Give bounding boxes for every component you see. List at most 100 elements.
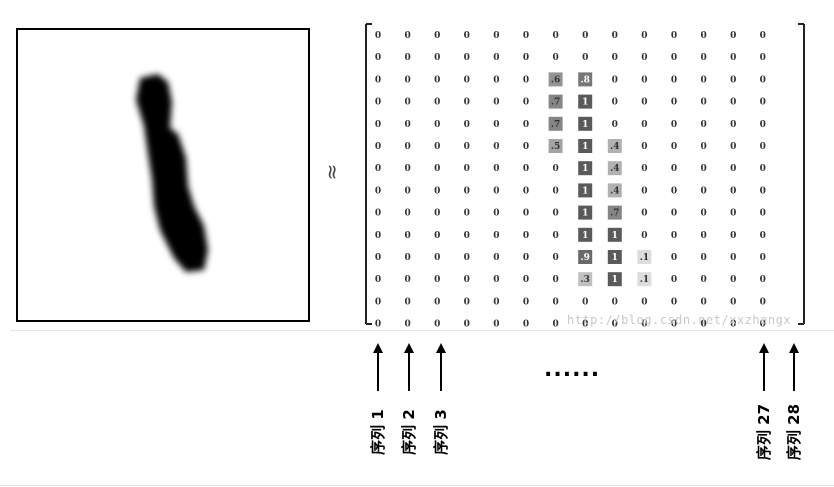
matrix-cell-value: 0 [493, 320, 499, 330]
matrix-cell-value: 0 [700, 142, 706, 152]
matrix-cell-value: 0 [671, 186, 677, 196]
matrix-cell-value: 0 [641, 31, 647, 41]
matrix-cell-value: 0 [612, 98, 618, 108]
matrix-cell-value: 0 [464, 186, 470, 196]
matrix-cell-value: 0 [464, 53, 470, 63]
sequence-label-28: 序列 28 [783, 392, 805, 472]
matrix-cell-value: 0 [375, 75, 381, 85]
matrix-cell-value: 0 [612, 297, 618, 307]
matrix-cell-value: 0 [434, 231, 440, 241]
sequence-label-3: 序列 3 [430, 392, 452, 472]
matrix-cell-value: 0 [760, 75, 766, 85]
matrix-cell-value: 0 [730, 231, 736, 241]
matrix-cell-value: 0 [730, 209, 736, 219]
matrix-cell-value: 0 [434, 209, 440, 219]
matrix-cell-value: 0 [760, 253, 766, 263]
matrix-cell-value: 0 [552, 275, 558, 285]
matrix-cell-value: 0 [464, 164, 470, 174]
matrix-cell-value: 0 [464, 75, 470, 85]
sequence-label-2: 序列 2 [398, 392, 420, 472]
matrix-cell-value: 0 [730, 186, 736, 196]
matrix-cell-value: 0 [375, 297, 381, 307]
matrix-cell-value: 0 [375, 231, 381, 241]
matrix-cell-value: 0 [493, 297, 499, 307]
matrix-cell-value: 0 [434, 53, 440, 63]
matrix-cell-value: 0 [612, 120, 618, 130]
matrix-cell-value: 0 [523, 231, 529, 241]
matrix-cell-value: 0 [434, 320, 440, 330]
matrix-cell-value: 0 [493, 253, 499, 263]
matrix-cell-value: 0 [700, 120, 706, 130]
matrix-cell-value: 0 [434, 186, 440, 196]
matrix-cell-value: 0 [730, 297, 736, 307]
matrix-cell-value: 0 [612, 75, 618, 85]
matrix-cell-value: 0 [404, 231, 410, 241]
matrix-cell-value: .8 [580, 75, 589, 85]
matrix-cell-value: 0 [671, 231, 677, 241]
matrix-cell-value: .4 [610, 164, 619, 174]
matrix-cell-value: 0 [671, 275, 677, 285]
matrix-cell-value: .4 [610, 186, 619, 196]
matrix-cell-value: 0 [523, 98, 529, 108]
matrix-cell-value: 1 [582, 209, 588, 219]
matrix-cell-value: 0 [552, 231, 558, 241]
matrix-cell-value: 0 [375, 164, 381, 174]
matrix-cell-value: 1 [612, 275, 618, 285]
matrix-cell-value: 0 [404, 142, 410, 152]
matrix-cell-value: 0 [464, 297, 470, 307]
matrix-cell-value: 0 [404, 31, 410, 41]
matrix-cell-value: .9 [580, 253, 589, 263]
matrix-cell-value: 0 [700, 98, 706, 108]
matrix-cell-value: 0 [700, 186, 706, 196]
matrix-cell-value: 0 [552, 31, 558, 41]
ellipsis: ...... [544, 357, 600, 382]
matrix-cell-value: .1 [640, 253, 649, 263]
matrix-cell-value: .7 [610, 209, 619, 219]
matrix-cell-value: .7 [551, 98, 560, 108]
matrix-cell-value: 0 [641, 142, 647, 152]
matrix-cell-value: 0 [730, 164, 736, 174]
matrix-cell-value: 0 [375, 53, 381, 63]
matrix-cell-value: 0 [552, 253, 558, 263]
matrix-cell-value: 0 [404, 120, 410, 130]
matrix-cell-value: 1 [582, 231, 588, 241]
matrix-cell-value: 0 [523, 142, 529, 152]
matrix-cell-value: 0 [552, 320, 558, 330]
matrix-cell-value: 0 [493, 142, 499, 152]
divider [10, 330, 834, 331]
matrix-cell-value: .6 [551, 75, 560, 85]
matrix-cell-value: 0 [671, 75, 677, 85]
matrix-cell-value: 0 [760, 231, 766, 241]
matrix-cell-value: 0 [700, 253, 706, 263]
matrix-cell-value: 0 [671, 53, 677, 63]
matrix-cell-value: 0 [404, 320, 410, 330]
matrix-cell-value: 0 [582, 31, 588, 41]
matrix-cell-value: 0 [464, 320, 470, 330]
arrow-up-icon [433, 343, 449, 391]
matrix-cell-value: 1 [582, 98, 588, 108]
matrix-cell-value: 0 [434, 98, 440, 108]
matrix-cell-value: .4 [610, 142, 619, 152]
matrix-cell-value: 0 [760, 297, 766, 307]
matrix-cell-value: 0 [434, 297, 440, 307]
matrix-cell-value: 0 [730, 75, 736, 85]
matrix-cell-value: 0 [730, 275, 736, 285]
matrix-cell-value: 0 [404, 209, 410, 219]
matrix-left-bracket [366, 24, 372, 324]
matrix-cell-value: 0 [641, 231, 647, 241]
sequence-label-27: 序列 27 [753, 392, 775, 472]
matrix-cell-value: 0 [434, 31, 440, 41]
matrix-cell-value: 0 [730, 253, 736, 263]
matrix-cell-value: 0 [730, 98, 736, 108]
matrix-cell-value: 0 [612, 31, 618, 41]
matrix-cell-value: 0 [404, 164, 410, 174]
matrix-cell-value: 0 [671, 164, 677, 174]
matrix-cell-value: 0 [523, 53, 529, 63]
matrix-cell-value: 0 [700, 75, 706, 85]
matrix-cell-value: 0 [434, 75, 440, 85]
matrix-cell-value: 1 [582, 164, 588, 174]
matrix-cell-value: 0 [464, 98, 470, 108]
watermark: http://blog.csdn.net/xxzhangx [567, 313, 791, 327]
matrix-cell-value: 0 [671, 142, 677, 152]
matrix-cell-value: 0 [760, 53, 766, 63]
